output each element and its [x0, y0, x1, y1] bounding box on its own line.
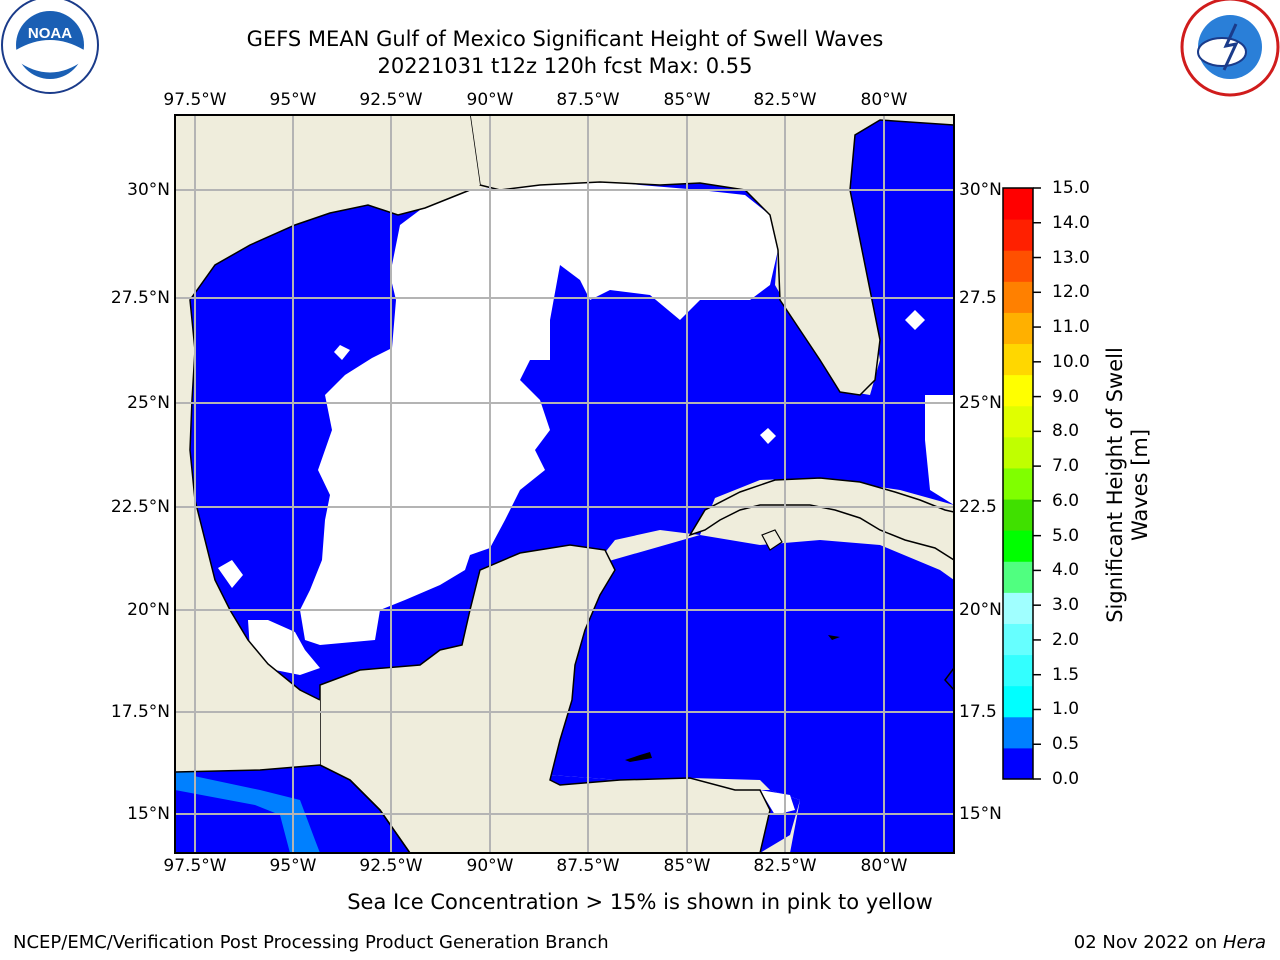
colorbar-tick-label: 13.0: [1052, 247, 1090, 268]
colorbar-tick-label: 14.0: [1052, 212, 1090, 233]
noaa-logo: NOAA: [1, 0, 99, 94]
footer-date-text: 02 Nov 2022 on: [1073, 932, 1223, 953]
colorbar-tick-label: 3.0: [1052, 595, 1080, 616]
lon-label-top: 87.5°W: [556, 90, 620, 110]
colorbar-segment: [1003, 561, 1033, 593]
lon-label-bottom: 80°W: [860, 856, 908, 876]
lat-label-right: 22.5: [959, 497, 997, 517]
lon-label-top: 80°W: [860, 90, 908, 110]
colorbar-tick-label: 1.0: [1052, 699, 1080, 720]
footer-credit: NCEP/EMC/Verification Post Processing Pr…: [13, 932, 609, 953]
colorbar-frame: [1002, 187, 1034, 780]
colorbar-tick-label: 5.0: [1052, 525, 1080, 546]
colorbar-tick-label: 10.0: [1052, 351, 1090, 372]
map-frame: [174, 114, 955, 854]
colorbar-tick-label: 15.0: [1052, 178, 1090, 198]
lon-label-top: 97.5°W: [163, 90, 227, 110]
yucatan-land: [319, 544, 771, 853]
colorbar-label-line2: Waves [m]: [1128, 428, 1152, 542]
map-subtitle: 20221031 t12z 120h fcst Max: 0.55: [377, 54, 753, 78]
lat-label-left: 15°N: [127, 804, 170, 824]
colorbar-segment: [1003, 281, 1033, 313]
colorbar-label: Significant Height of Swell Waves [m]: [1103, 347, 1153, 623]
colorbar-segment: [1003, 685, 1033, 718]
lat-label-left: 22.5°N: [110, 497, 170, 517]
noaa-logo-text: NOAA: [28, 25, 72, 42]
no-data-region: [300, 180, 778, 645]
colorbar-segment: [1003, 219, 1033, 251]
lon-label-bottom: 90°W: [466, 856, 514, 876]
graticule: [175, 115, 954, 853]
colorbar-segment: [1003, 343, 1033, 376]
lat-label-right: 20°N: [959, 600, 1002, 620]
lon-label-bottom: 92.5°W: [359, 856, 423, 876]
florida-land: [469, 115, 954, 396]
colorbar-tick-label: 6.0: [1052, 490, 1080, 511]
colorbar-tick-label: 11.0: [1052, 317, 1090, 338]
lat-label-right: 15°N: [959, 804, 1002, 824]
colorbar-segment: [1003, 654, 1033, 687]
colorbar-tick-label: 9.0: [1052, 386, 1080, 407]
colorbar-segment: [1003, 747, 1033, 780]
colorbar: [1003, 187, 1041, 780]
lon-label-top: 82.5°W: [753, 90, 817, 110]
colorbar-label-line1: Significant Height of Swell: [1103, 347, 1127, 623]
lon-label-bottom: 97.5°W: [163, 856, 227, 876]
colorbar-segment: [1003, 467, 1033, 500]
lat-label-right: 17.5: [959, 702, 997, 722]
lat-label-left: 30°N: [127, 180, 170, 200]
colorbar-tick-label: 4.0: [1052, 560, 1080, 581]
lat-label-left: 17.5°N: [110, 702, 170, 722]
footer-host: Hera: [1222, 932, 1266, 953]
lon-label-bottom: 87.5°W: [556, 856, 620, 876]
colorbar-segment: [1003, 716, 1033, 749]
lon-label-bottom: 82.5°W: [753, 856, 817, 876]
lon-label-top: 92.5°W: [359, 90, 423, 110]
colorbar-tick-label: 8.0: [1052, 421, 1080, 442]
lat-label-right: 30°N: [959, 180, 1002, 200]
nws-logo: [1180, 0, 1280, 97]
lat-label-right: 25°N: [959, 393, 1002, 413]
colorbar-segment: [1003, 312, 1033, 345]
colorbar-tick-label: 12.0: [1052, 282, 1090, 303]
colorbar-segment: [1003, 250, 1033, 282]
colorbar-tick-label: 7.0: [1052, 456, 1080, 477]
colorbar-tick-label: 0.0: [1052, 769, 1080, 789]
colorbar-segment: [1003, 436, 1033, 469]
swell-band-0.5: [175, 772, 320, 853]
map-title: GEFS MEAN Gulf of Mexico Significant Hei…: [246, 27, 884, 51]
colorbar-segment: [1003, 405, 1033, 438]
colorbar-segment: [1003, 499, 1033, 531]
footer-date: 02 Nov 2022 on Hera: [1074, 932, 1266, 953]
caribbean-ocean: [550, 535, 954, 853]
colorbar-segment: [1003, 188, 1033, 220]
sea-ice-note: Sea Ice Concentration > 15% is shown in …: [347, 890, 933, 914]
lat-label-right: 27.5: [959, 288, 997, 308]
lon-label-top: 85°W: [663, 90, 711, 110]
colorbar-tick-label: 0.5: [1052, 734, 1080, 755]
lat-label-left: 25°N: [127, 393, 170, 413]
lat-label-left: 20°N: [127, 600, 170, 620]
lat-label-left: 27.5°N: [110, 288, 170, 308]
colorbar-segment: [1003, 592, 1033, 624]
colorbar-segment: [1003, 374, 1033, 407]
colorbar-segment: [1003, 530, 1033, 562]
lon-label-bottom: 95°W: [269, 856, 317, 876]
lon-label-top: 90°W: [466, 90, 514, 110]
lon-label-top: 95°W: [269, 90, 317, 110]
colorbar-tick-label: 1.5: [1052, 664, 1080, 685]
colorbar-tick-label: 2.0: [1052, 629, 1080, 650]
colorbar-segment: [1003, 623, 1033, 656]
map-area: [175, 115, 954, 853]
lon-label-bottom: 85°W: [663, 856, 711, 876]
